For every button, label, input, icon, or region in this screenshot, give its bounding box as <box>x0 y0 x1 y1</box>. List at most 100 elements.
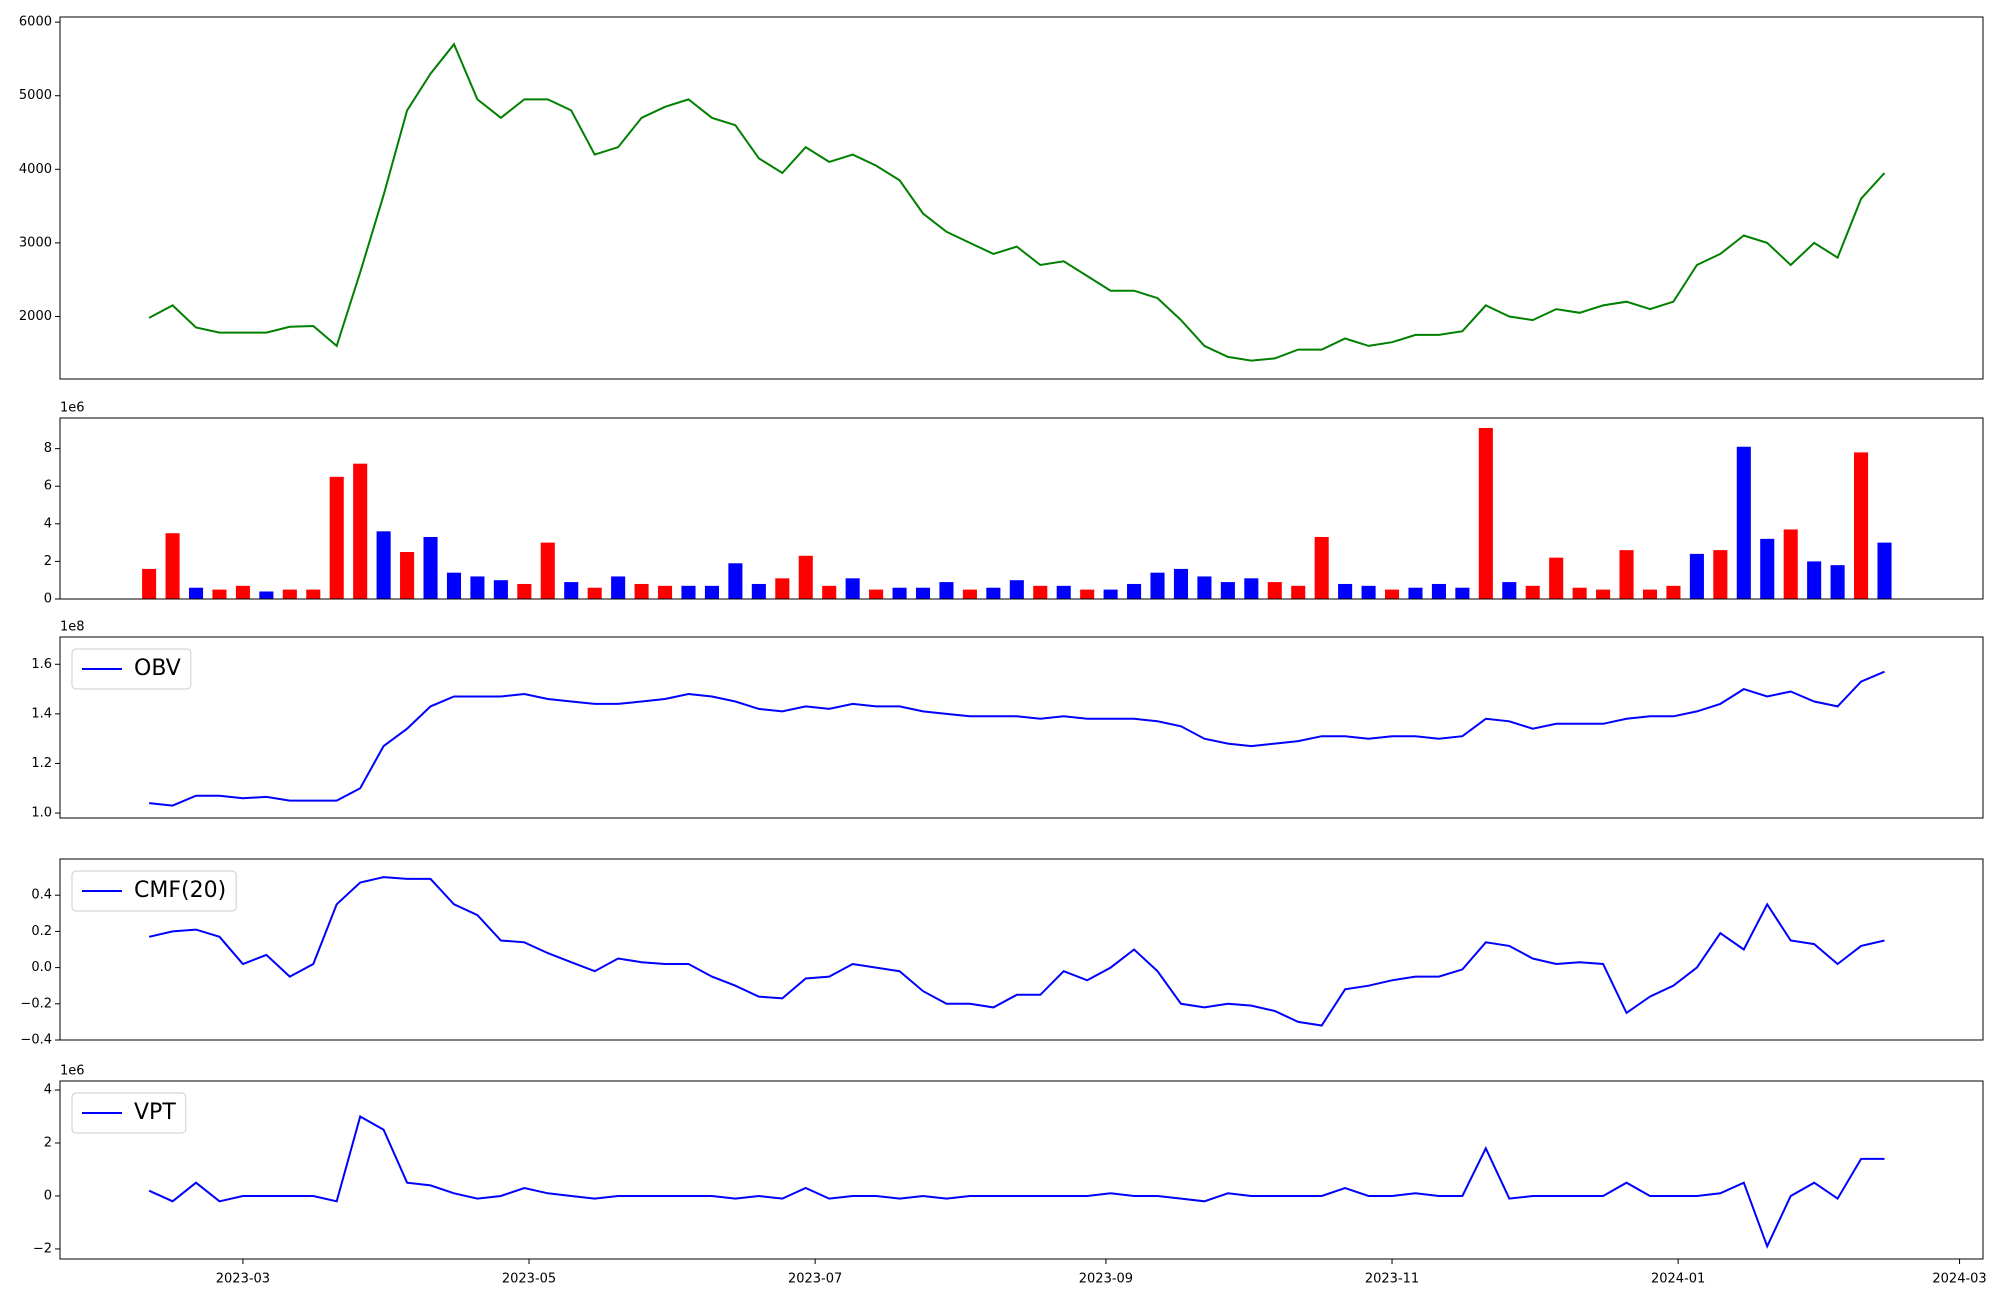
y-tick-label: −0.4 <box>20 1033 52 1048</box>
bar <box>282 589 297 599</box>
y-tick-label: 1.6 <box>31 657 52 672</box>
y-tick-label: −0.2 <box>20 996 52 1011</box>
bar <box>658 585 673 599</box>
y-tick-label: 1.2 <box>31 756 52 771</box>
bar <box>1689 553 1704 599</box>
axis-offset-label: 1e8 <box>60 620 85 635</box>
axis-offset-label: 1e6 <box>60 401 85 416</box>
bar <box>1244 578 1259 599</box>
legend-label: OBV <box>134 656 181 681</box>
bar <box>1127 583 1142 599</box>
bar <box>165 533 180 599</box>
bar <box>1572 587 1587 599</box>
series-line <box>148 876 1885 1027</box>
bar <box>869 589 884 599</box>
x-tick-label: 2024-03 <box>1932 1272 1986 1287</box>
bar <box>470 576 485 599</box>
x-tick-label: 2023-09 <box>1079 1272 1133 1287</box>
y-tick-label: 0.0 <box>31 960 52 975</box>
x-tick-label: 2023-07 <box>788 1272 842 1287</box>
bar <box>1408 587 1423 599</box>
bar <box>1596 589 1611 599</box>
legend-box <box>71 870 237 912</box>
bar <box>353 463 368 599</box>
legend-label: VPT <box>134 1100 176 1125</box>
x-tick-label: 2023-11 <box>1365 1272 1419 1287</box>
bar <box>728 563 743 599</box>
bar <box>611 576 626 599</box>
bar <box>845 578 860 599</box>
bar <box>1033 585 1048 599</box>
bar <box>1056 585 1071 599</box>
bar <box>1009 580 1024 599</box>
y-tick-label: 3000 <box>19 235 52 250</box>
y-tick-label: 1.0 <box>31 806 52 821</box>
bar <box>1314 536 1329 599</box>
bar <box>1338 583 1353 599</box>
bar <box>986 587 1001 599</box>
bar <box>329 476 344 599</box>
axes-frame <box>59 16 1984 380</box>
x-tick-label: 2024-01 <box>1651 1272 1705 1287</box>
y-tick-label: 2 <box>44 554 52 569</box>
bar <box>1431 583 1446 599</box>
bar <box>1619 550 1634 599</box>
axes-frame <box>59 636 1984 819</box>
bar <box>634 583 649 599</box>
bar <box>188 587 204 599</box>
bar <box>1783 529 1798 599</box>
bar <box>423 536 438 599</box>
bar <box>446 572 462 599</box>
bar <box>306 589 321 599</box>
y-tick-label: 0.4 <box>31 888 52 903</box>
bar <box>1642 589 1658 599</box>
legend-box <box>71 648 192 690</box>
bar <box>142 568 157 599</box>
bar <box>259 591 274 599</box>
x-tick-label: 2023-05 <box>502 1272 556 1287</box>
bar <box>775 578 790 599</box>
bar <box>1361 585 1376 599</box>
y-tick-label: 6 <box>44 479 52 494</box>
bar <box>798 555 813 599</box>
bar <box>892 587 907 599</box>
bar <box>376 531 391 599</box>
bar <box>751 583 766 599</box>
y-tick-label: 0 <box>44 1188 52 1203</box>
bar <box>517 583 532 599</box>
y-tick-label: 2 <box>44 1135 52 1150</box>
y-tick-label: −2 <box>33 1241 52 1256</box>
bar <box>962 589 977 599</box>
y-tick-label: 0.2 <box>31 924 52 939</box>
axes-frame <box>59 858 1984 1041</box>
bar <box>1830 565 1845 599</box>
bar <box>1854 452 1869 599</box>
bar <box>1760 538 1775 599</box>
bar <box>1220 582 1235 599</box>
bar <box>1150 572 1165 599</box>
legend-label: CMF(20) <box>134 878 226 903</box>
bar <box>564 582 579 599</box>
y-tick-label: 0 <box>44 592 52 607</box>
bar <box>1877 542 1892 599</box>
bar <box>1455 587 1470 599</box>
bar <box>400 552 415 599</box>
series-line <box>148 1115 1885 1249</box>
bar <box>822 585 837 599</box>
axis-offset-label: 1e6 <box>60 1064 85 1079</box>
axes-frame <box>59 1080 1984 1260</box>
bar <box>704 585 719 599</box>
bar <box>1267 582 1282 599</box>
y-tick-label: 4 <box>44 1083 52 1098</box>
y-tick-label: 6000 <box>19 15 52 30</box>
bar <box>1478 427 1493 599</box>
series-line <box>148 670 1885 807</box>
y-tick-label: 4000 <box>19 162 52 177</box>
bar <box>1173 568 1189 599</box>
bar <box>212 589 227 599</box>
y-tick-label: 2000 <box>19 309 52 324</box>
y-tick-label: 8 <box>44 441 52 456</box>
axes-frame <box>59 417 1984 600</box>
bar <box>915 587 931 599</box>
bar <box>1549 557 1564 599</box>
